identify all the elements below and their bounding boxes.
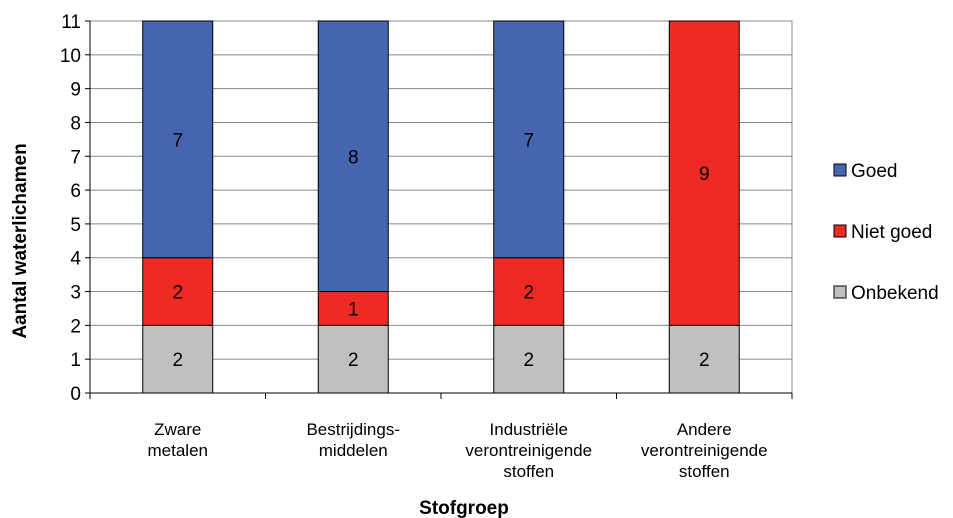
data-label: 2 (699, 350, 710, 371)
x-tick-label: Industriële verontreinigende stoffen (465, 420, 592, 481)
x-tick-label: Andere verontreinigende stoffen (641, 420, 768, 481)
x-tick-label: Zware metalen (148, 420, 208, 460)
data-label: 2 (523, 283, 534, 304)
data-labels: 2 2 7 2 1 8 2 2 7 2 9 (172, 130, 709, 371)
y-tick-label: 5 (70, 215, 81, 236)
axes (85, 20, 793, 399)
y-tick-label: 3 (70, 283, 81, 304)
y-tick-label: 9 (70, 80, 81, 101)
bar-segment (493, 257, 565, 326)
legend-label: Niet goed (851, 222, 932, 243)
bar-segment (668, 324, 740, 394)
data-label: 2 (523, 350, 534, 371)
y-tick-label: 11 (61, 12, 81, 33)
data-label: 9 (699, 164, 710, 185)
legend-label: Onbekend (851, 283, 939, 304)
data-label: 2 (348, 350, 359, 371)
y-tick-label: 8 (70, 113, 81, 134)
x-tick-labels: Zware metalen Bestrijdings-middelen Industr… (148, 420, 768, 481)
data-label: 7 (523, 130, 534, 151)
bar-segment (317, 20, 389, 293)
bar-segment (668, 20, 740, 326)
bar-segment (493, 324, 565, 394)
bar-segment (142, 257, 214, 326)
y-tick-label: 10 (60, 46, 81, 67)
data-label: 7 (172, 130, 183, 151)
legend-swatch (833, 163, 847, 177)
y-tick-label: 4 (70, 249, 81, 270)
bar-segment (142, 20, 214, 259)
legend-swatch (833, 285, 847, 299)
y-axis-title: Aantal waterlichamen (10, 143, 31, 338)
y-tick-label: 1 (70, 350, 81, 371)
y-tick-labels: 0 1 2 3 4 5 6 7 8 9 10 11 (60, 12, 82, 405)
x-tick-label: Bestrijdings-middelen (306, 420, 400, 460)
legend-swatch (833, 224, 847, 238)
data-label: 1 (348, 299, 359, 320)
legend: Goed Niet goed Onbekend (833, 161, 939, 304)
y-tick-label: 0 (70, 384, 81, 405)
data-label: 8 (348, 147, 359, 168)
y-tick-label: 7 (70, 147, 81, 168)
bar-segment (142, 324, 214, 394)
x-axis-title: Stofgroep (419, 498, 509, 518)
data-label: 2 (172, 283, 183, 304)
data-label: 2 (172, 350, 183, 371)
y-tick-label: 6 (70, 181, 81, 202)
legend-label: Goed (851, 161, 897, 182)
bar-segment (493, 20, 565, 259)
bar-segment (317, 324, 389, 394)
bars (142, 20, 740, 394)
y-tick-label: 2 (70, 316, 81, 337)
